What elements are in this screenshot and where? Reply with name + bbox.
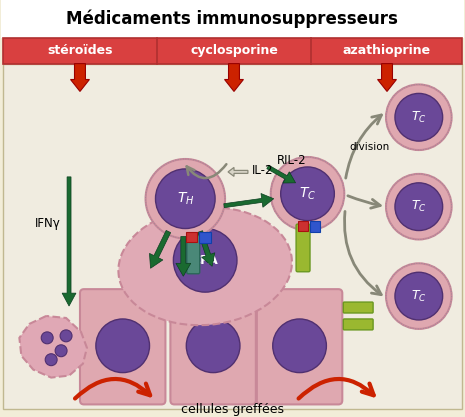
Circle shape xyxy=(41,332,53,344)
FancyBboxPatch shape xyxy=(296,224,310,272)
FancyArrow shape xyxy=(378,64,397,91)
Circle shape xyxy=(55,345,67,357)
Polygon shape xyxy=(20,316,87,377)
Text: division: division xyxy=(349,142,389,152)
FancyArrow shape xyxy=(225,64,244,91)
Text: cellules greffées: cellules greffées xyxy=(180,403,284,416)
Circle shape xyxy=(155,169,215,229)
Circle shape xyxy=(146,159,225,239)
Text: Médicaments immunosuppresseurs: Médicaments immunosuppresseurs xyxy=(66,10,398,28)
FancyBboxPatch shape xyxy=(199,231,211,244)
FancyBboxPatch shape xyxy=(170,289,256,404)
FancyArrow shape xyxy=(228,168,248,176)
Circle shape xyxy=(96,319,150,373)
Circle shape xyxy=(60,330,72,342)
FancyBboxPatch shape xyxy=(80,289,166,404)
FancyArrow shape xyxy=(267,165,296,183)
Circle shape xyxy=(395,183,443,231)
FancyArrow shape xyxy=(176,236,191,276)
Circle shape xyxy=(386,85,452,150)
Circle shape xyxy=(281,167,334,221)
FancyBboxPatch shape xyxy=(257,289,342,404)
Circle shape xyxy=(273,319,326,373)
Text: stéroïdes: stéroïdes xyxy=(47,44,113,57)
FancyBboxPatch shape xyxy=(3,64,462,409)
Text: RIL-2: RIL-2 xyxy=(277,154,306,168)
Circle shape xyxy=(186,319,240,373)
Circle shape xyxy=(395,272,443,320)
FancyArrow shape xyxy=(71,64,89,91)
FancyBboxPatch shape xyxy=(343,319,373,330)
Circle shape xyxy=(395,93,443,141)
Text: $T_H$: $T_H$ xyxy=(177,191,194,207)
Text: $T_C$: $T_C$ xyxy=(411,289,427,304)
FancyBboxPatch shape xyxy=(187,233,199,274)
Text: IL-2: IL-2 xyxy=(252,164,273,177)
FancyBboxPatch shape xyxy=(3,38,462,64)
Circle shape xyxy=(271,157,344,231)
Text: $T_C$: $T_C$ xyxy=(299,186,316,202)
FancyArrow shape xyxy=(149,231,171,268)
Text: $T_C$: $T_C$ xyxy=(411,199,427,214)
FancyArrow shape xyxy=(62,177,76,306)
Ellipse shape xyxy=(119,207,292,325)
Circle shape xyxy=(386,174,452,239)
FancyArrow shape xyxy=(198,231,215,266)
Text: cyclosporine: cyclosporine xyxy=(190,44,278,57)
FancyBboxPatch shape xyxy=(310,221,320,231)
Circle shape xyxy=(173,229,237,292)
Text: $T_C$: $T_C$ xyxy=(411,110,427,125)
FancyBboxPatch shape xyxy=(298,221,307,231)
FancyBboxPatch shape xyxy=(186,231,197,242)
Circle shape xyxy=(45,354,57,366)
Text: CPA: CPA xyxy=(192,254,219,267)
Circle shape xyxy=(386,263,452,329)
Text: IFNγ: IFNγ xyxy=(35,217,61,230)
FancyBboxPatch shape xyxy=(343,302,373,313)
FancyBboxPatch shape xyxy=(1,0,464,38)
FancyArrow shape xyxy=(224,193,274,208)
Text: azathioprine: azathioprine xyxy=(343,44,431,57)
